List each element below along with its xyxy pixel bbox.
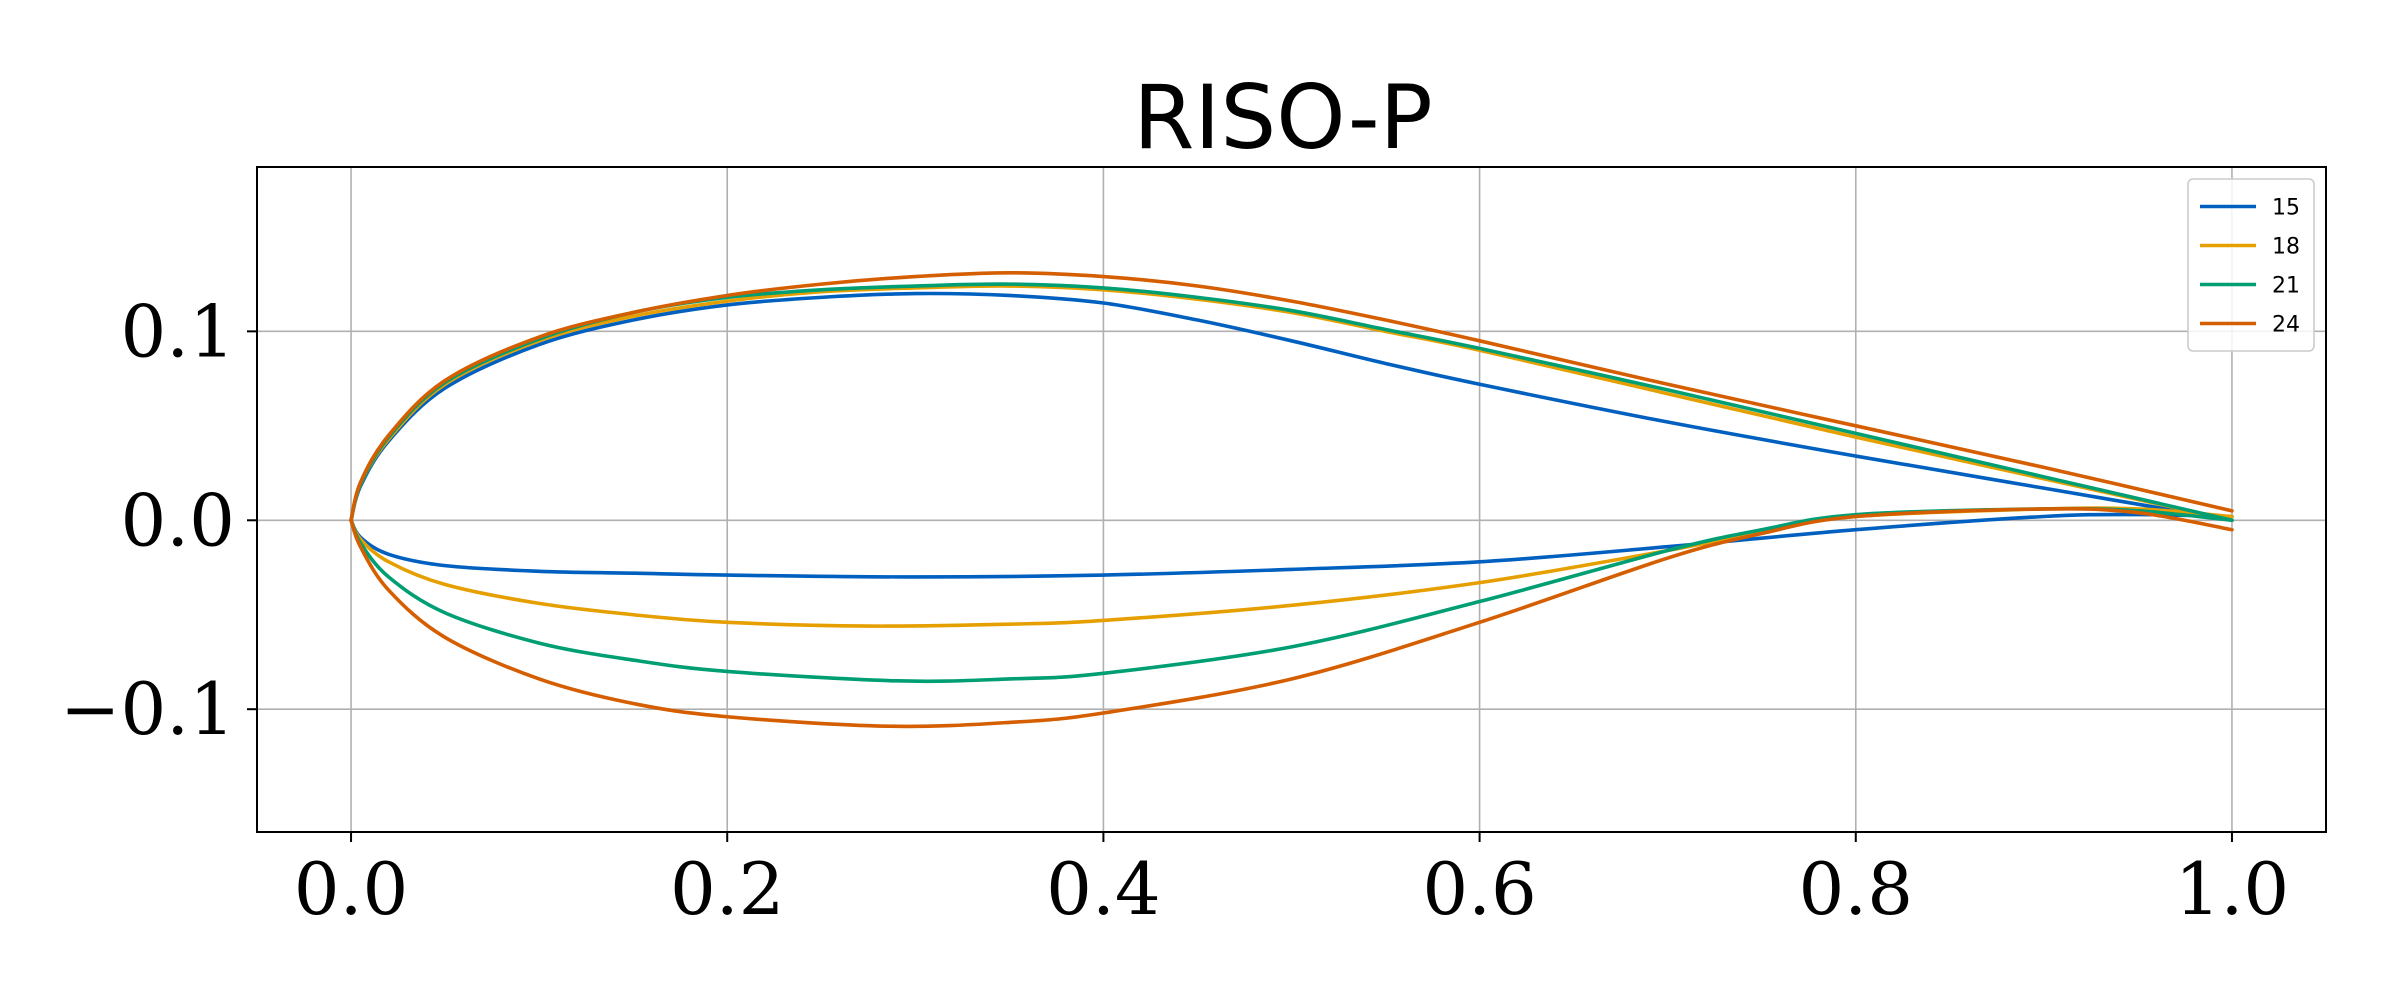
y-tick-label: −0.1 — [60, 667, 235, 751]
legend-label: 24 — [2272, 313, 2300, 338]
x-tick-label: 0.4 — [1046, 847, 1161, 931]
plot-area — [349, 271, 2234, 729]
series-18-lower-surface — [349, 506, 2234, 628]
series-15-lower-surface — [349, 512, 2234, 579]
series-21-upper-surface — [349, 282, 2234, 523]
grid — [257, 167, 2326, 832]
x-tick-label: 0.8 — [1799, 847, 1914, 931]
x-tick-label: 1.0 — [2175, 847, 2290, 931]
legend-label: 18 — [2272, 235, 2300, 260]
series-21-lower-surface — [349, 506, 2234, 684]
legend: 15 18 21 24 — [2187, 178, 2315, 352]
legend-label: 15 — [2272, 196, 2300, 221]
legend-box — [2187, 178, 2315, 352]
x-tick-label: 0.0 — [294, 847, 409, 931]
y-axis-ticks: −0.1 0.0 0.1 — [60, 289, 257, 751]
series-24-upper-surface — [349, 271, 2234, 523]
y-tick-label: 0.0 — [120, 478, 235, 562]
y-tick-label: 0.1 — [120, 289, 235, 373]
chart-title: RISO-P — [1133, 66, 1433, 169]
x-tick-label: 0.6 — [1422, 847, 1537, 931]
x-axis-ticks: 0.0 0.2 0.4 0.6 0.8 1.0 — [294, 832, 2289, 931]
series-24-lower-surface — [349, 506, 2234, 729]
series-15-upper-surface — [349, 291, 2234, 523]
legend-label: 21 — [2272, 274, 2300, 299]
x-tick-label: 0.2 — [670, 847, 785, 931]
plot-frame — [256, 166, 2327, 833]
